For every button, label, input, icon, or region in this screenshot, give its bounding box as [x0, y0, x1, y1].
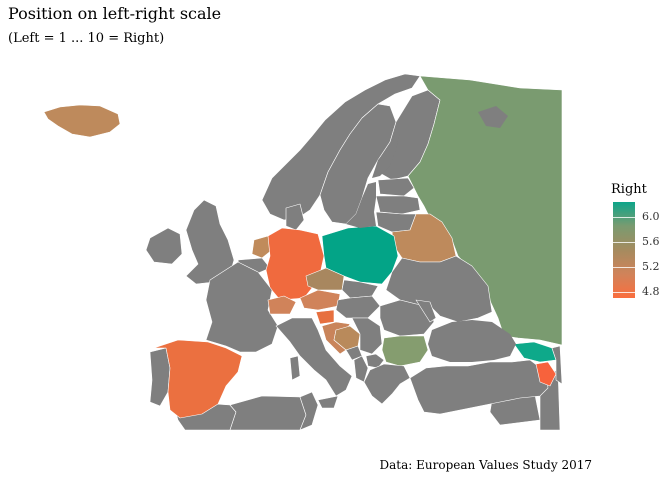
region-ireland: [145, 227, 183, 265]
region-france: [205, 261, 279, 353]
region-netherlands: [251, 235, 273, 259]
region-russia: [407, 75, 563, 346]
gulf-of-bothnia: [372, 130, 400, 178]
legend-tick-mark: [613, 291, 635, 293]
region-azerbaijan: [551, 345, 563, 385]
region-slovenia: [315, 309, 335, 325]
region-serbia: [351, 317, 383, 355]
map-subtitle: (Left = 1 ... 10 = Right): [8, 31, 165, 46]
white-sea: [478, 106, 508, 128]
region-denmark: [285, 203, 305, 231]
region-north-macedonia: [365, 353, 385, 369]
legend-tick-mark: [613, 267, 635, 269]
region-estonia: [377, 177, 415, 197]
region-bulgaria: [381, 335, 429, 367]
region-belarus: [391, 213, 457, 263]
region-romania: [379, 299, 435, 337]
baltic-sea: [346, 182, 376, 228]
region-spain: [153, 339, 243, 419]
legend-tick-label: 5.6: [642, 235, 660, 249]
region-tunisia: [299, 391, 319, 431]
europe-map: [43, 73, 563, 431]
region-georgia: [513, 341, 557, 363]
region-italy-sicily: [317, 395, 339, 409]
legend-title: Right: [611, 182, 647, 197]
region-hungary: [335, 295, 381, 319]
region-italy: [275, 317, 353, 397]
region-algeria: [229, 395, 307, 431]
legend-tick-label: 5.2: [642, 260, 660, 274]
region-portugal: [149, 347, 171, 407]
region-greece: [363, 363, 411, 405]
region-switzerland: [267, 295, 297, 315]
data-source-caption: Data: European Values Study 2017: [379, 458, 592, 472]
region-norway: [261, 73, 421, 221]
black-sea: [428, 320, 516, 362]
region-albania: [353, 355, 369, 383]
legend-color-bar: [613, 202, 635, 298]
legend-tick-mark: [613, 242, 635, 244]
region-iceland: [43, 104, 121, 138]
region-turkey: [409, 359, 549, 415]
legend-tick-label: 6.0: [642, 210, 660, 224]
legend-tick-label: 4.8: [642, 284, 660, 298]
region-italy-sardinia: [289, 355, 301, 381]
legend-tick-mark: [613, 217, 635, 219]
region-armenia: [535, 361, 557, 387]
region-latvia: [375, 195, 421, 215]
map-title: Position on left-right scale: [8, 4, 222, 23]
region-moldova: [415, 299, 437, 323]
